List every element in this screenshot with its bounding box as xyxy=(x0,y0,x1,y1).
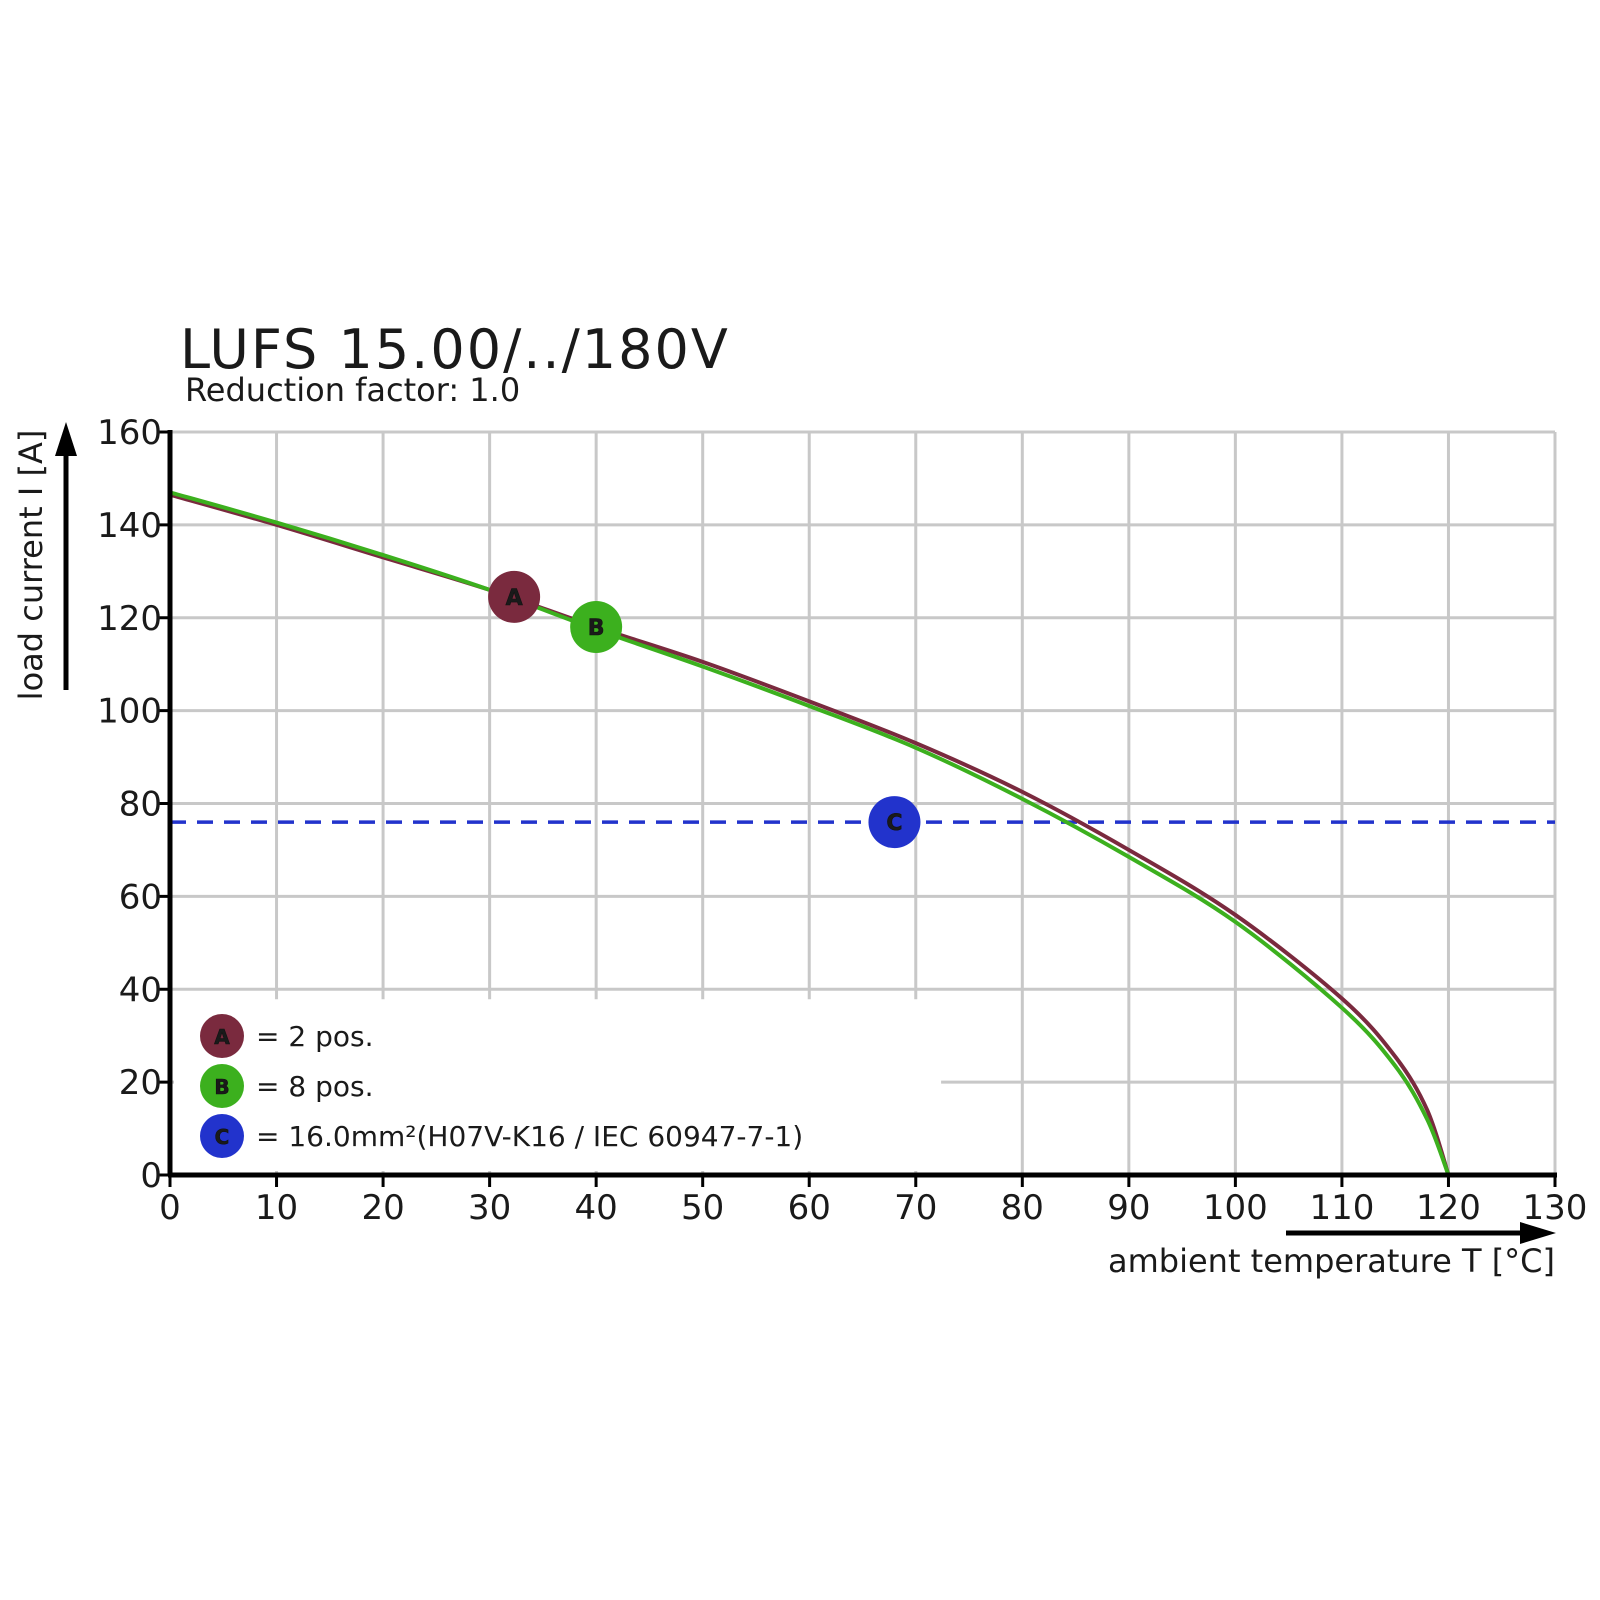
x-tick-label: 40 xyxy=(575,1188,618,1228)
marker-circle xyxy=(868,796,921,849)
grid xyxy=(170,430,1557,1175)
y-tick-label: 100 xyxy=(97,692,162,732)
marker-c: C xyxy=(868,796,921,849)
x-tick-label: 10 xyxy=(255,1188,298,1228)
y-axis-label: load current I [A] xyxy=(12,430,50,701)
legend-marker-label: A xyxy=(214,1025,230,1049)
legend-item-b: B = 8 pos. xyxy=(200,1064,373,1108)
x-tick-label: 30 xyxy=(468,1188,511,1228)
marker-label: A xyxy=(506,586,523,611)
marker-circle xyxy=(570,601,623,654)
y-tick-label: 120 xyxy=(97,599,162,639)
y-tick-label: 140 xyxy=(97,506,162,546)
x-tick-label: 0 xyxy=(159,1188,181,1228)
x-axis-label: ambient temperature T [°C] xyxy=(1108,1242,1555,1280)
y-tick-label: 80 xyxy=(119,785,162,825)
legend-box xyxy=(174,999,942,1171)
x-axis-arrow-head xyxy=(1520,1222,1556,1244)
y-tick-label: 160 xyxy=(97,413,162,453)
marker-label: B xyxy=(588,616,605,641)
marker-a: A xyxy=(488,570,541,623)
legend-text: = 8 pos. xyxy=(256,1070,373,1103)
legend-marker xyxy=(200,1014,244,1058)
y-axis-arrow-head xyxy=(55,422,77,456)
legend-marker xyxy=(200,1114,244,1158)
chart-title: LUFS 15.00/../180V xyxy=(180,318,730,381)
axis-labels: load current I [A] ambient temperature T… xyxy=(12,430,1555,1280)
series-layer xyxy=(169,490,1555,1176)
series-line-b xyxy=(169,490,1451,1176)
legend-marker xyxy=(200,1064,244,1108)
tick-labels: 0 10 20 30 40 50 60 70 80 90 100 110 120 130 0 20 40 60 80… xyxy=(97,413,1587,1228)
legend-text: = 16.0mm²(H07V-K16 / IEC 60947-7-1) xyxy=(256,1120,803,1153)
legend: A = 2 pos. B = 8 pos. C = 16.0mm²(H07V-K16 / … xyxy=(200,1014,803,1158)
x-tick-label: 110 xyxy=(1309,1188,1374,1228)
x-tick-label: 50 xyxy=(681,1188,724,1228)
marker-b: B xyxy=(570,601,623,654)
legend-text: = 2 pos. xyxy=(256,1020,373,1053)
x-tick-label: 80 xyxy=(1001,1188,1044,1228)
marker-circle xyxy=(488,570,541,623)
y-tick-label: 40 xyxy=(119,970,162,1010)
legend-item-a: A = 2 pos. xyxy=(200,1014,373,1058)
legend-item-c: C = 16.0mm²(H07V-K16 / IEC 60947-7-1) xyxy=(200,1114,803,1158)
legend-marker-label: B xyxy=(214,1075,229,1099)
x-tick-label: 130 xyxy=(1523,1188,1588,1228)
legend-box-extension xyxy=(937,1088,959,1171)
x-tick-label: 100 xyxy=(1203,1188,1268,1228)
x-tick-label: 60 xyxy=(788,1188,831,1228)
y-tick-label: 0 xyxy=(140,1156,162,1196)
x-tick-label: 70 xyxy=(894,1188,937,1228)
chart-subtitle: Reduction factor: 1.0 xyxy=(185,371,521,409)
marker-label: C xyxy=(886,811,902,836)
legend-background xyxy=(174,999,959,1171)
x-tick-label: 90 xyxy=(1107,1188,1150,1228)
y-tick-label: 60 xyxy=(119,877,162,917)
markers: A B C xyxy=(488,570,921,849)
x-tick-label: 20 xyxy=(361,1188,404,1228)
y-tick-label: 20 xyxy=(119,1063,162,1103)
legend-marker-label: C xyxy=(215,1125,230,1149)
axes xyxy=(55,422,1557,1244)
x-tick-label: 120 xyxy=(1416,1188,1481,1228)
